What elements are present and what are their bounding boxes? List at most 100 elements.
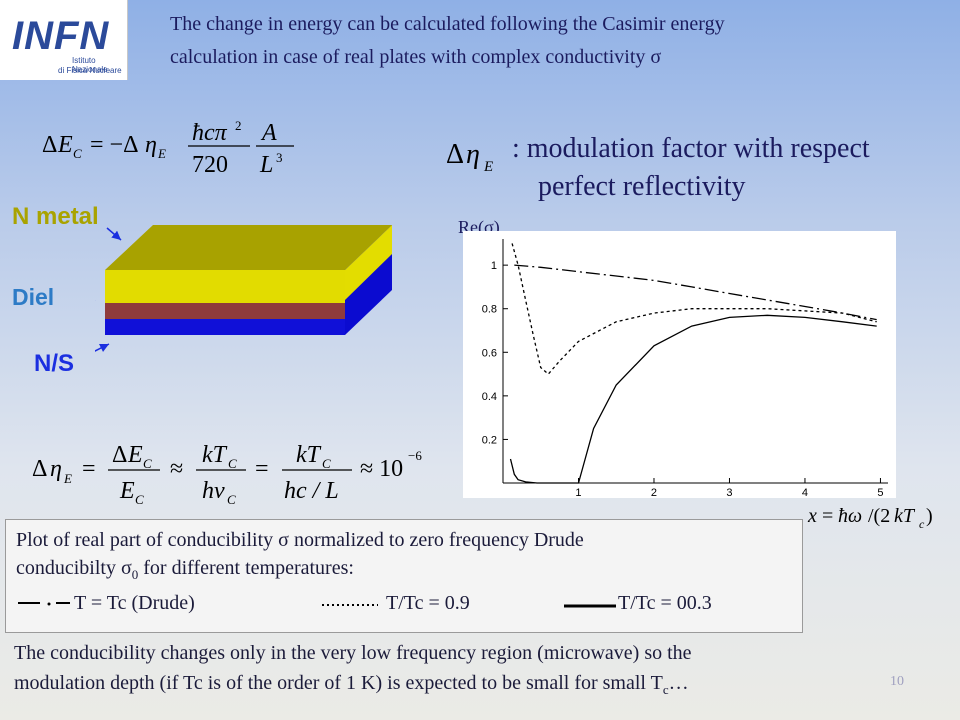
svg-text:ħω: ħω xyxy=(838,505,862,527)
y-tick-label: 0.8 xyxy=(482,304,497,316)
legend-swatch-0-3 xyxy=(564,604,616,608)
svg-text:C: C xyxy=(322,456,331,471)
svg-text:E: E xyxy=(63,471,72,486)
svg-text:=: = xyxy=(82,456,96,482)
svg-text:−6: −6 xyxy=(408,448,422,463)
series-line xyxy=(509,314,877,484)
caption-line2-tail: for different temperatures: xyxy=(138,557,354,579)
logo-line2: di Fisica Nucleare xyxy=(58,66,122,75)
svg-text:ħcπ: ħcπ xyxy=(192,120,228,146)
y-tick-label: 0.6 xyxy=(482,347,497,359)
caption-line2-text: conducibilty σ xyxy=(16,557,132,579)
series-line xyxy=(514,264,877,321)
svg-text:= −Δ: = −Δ xyxy=(90,132,139,158)
y-tick-label: 0.2 xyxy=(482,434,497,446)
arrow-n-metal xyxy=(106,227,122,241)
y-tick-label: 1 xyxy=(491,260,497,272)
series-line xyxy=(511,243,877,376)
conductivity-chart: 0.2 0.4 0.6 0.8 1 1 2 3 4 5 xyxy=(482,239,888,499)
page-number: 10 xyxy=(890,674,904,689)
svg-text:kT: kT xyxy=(296,442,322,468)
x-tick-label: 2 xyxy=(651,487,657,498)
label-diel: Diel xyxy=(12,284,55,310)
svg-text:A: A xyxy=(260,120,277,146)
svg-text:Δ: Δ xyxy=(32,456,47,482)
conclusion-line2-text: modulation depth (if Tc is of the order … xyxy=(14,672,663,694)
svg-text:Δ: Δ xyxy=(42,132,57,158)
x-tick-label: 4 xyxy=(802,487,808,498)
svg-text:/(2: /(2 xyxy=(868,505,890,527)
legend-swatch-0-9 xyxy=(322,604,378,606)
caption-line2: conducibilty σ0 for different temperatur… xyxy=(16,554,792,589)
svg-text:C: C xyxy=(228,456,237,471)
svg-text:≈ 10: ≈ 10 xyxy=(360,456,403,482)
logo-line1: Istituto Nazionale xyxy=(72,56,108,74)
caption-sigma0-subscript: 0 xyxy=(131,567,139,582)
conclusion-tc-subscript: c xyxy=(662,682,669,697)
intro-line1: The change in energy can be calculated f… xyxy=(170,13,725,35)
top-face xyxy=(105,225,392,270)
conclusion-line1: The conducibility changes only in the ve… xyxy=(14,642,692,664)
x-tick-label: 1 xyxy=(575,487,581,498)
conclusion-ellipsis: … xyxy=(668,672,689,694)
svg-text:≈: ≈ xyxy=(170,456,183,482)
svg-text:η: η xyxy=(466,139,480,170)
svg-text:kT: kT xyxy=(894,505,916,527)
conclusion-line2: modulation depth (if Tc is of the order … xyxy=(14,668,954,705)
svg-text:L: L xyxy=(259,152,273,178)
legend-label-0-9: T/Tc = 0.9 xyxy=(386,592,470,614)
intro-text: The change in energy can be calculated f… xyxy=(170,8,940,74)
svg-text:kT: kT xyxy=(202,442,228,468)
arrow-ns xyxy=(95,343,110,353)
svg-text:C: C xyxy=(227,492,236,507)
caption-line1: Plot of real part of conducibility σ nor… xyxy=(16,529,584,551)
front-layer-metal xyxy=(105,270,345,303)
front-layer-ns xyxy=(105,319,345,335)
svg-text:E: E xyxy=(483,159,493,175)
svg-text:Δ: Δ xyxy=(446,139,464,170)
svg-text:x: x xyxy=(807,505,817,527)
label-ns: N/S xyxy=(34,350,75,377)
svg-text:E: E xyxy=(57,132,73,158)
energy-change-formula: Δ E C = −Δ η E ħcπ 2 720 A L 3 xyxy=(42,118,294,178)
svg-text:C: C xyxy=(73,146,82,161)
modulation-description: : modulation factor with respect perfect… xyxy=(512,130,870,206)
x-tick-label: 3 xyxy=(726,487,732,498)
svg-text:E: E xyxy=(127,442,143,468)
front-layer-diel xyxy=(105,303,345,319)
svg-text:=: = xyxy=(255,456,269,482)
infn-logo: INFN Istituto Nazionale di Fisica Nuclea… xyxy=(0,0,128,80)
svg-text:c: c xyxy=(919,517,925,531)
chart-xlabel: x = ħω /(2 kT c ) xyxy=(807,505,933,531)
conclusion-text: The conducibility changes only in the ve… xyxy=(14,638,954,705)
svg-text:E: E xyxy=(157,146,166,161)
svg-text:η: η xyxy=(145,132,157,158)
label-n-metal: N metal xyxy=(12,203,99,230)
svg-text:hc / L: hc / L xyxy=(284,478,339,504)
legend-label-0-3: T/Tc = 00.3 xyxy=(618,592,712,614)
intro-line2: calculation in case of real plates with … xyxy=(170,46,662,68)
svg-text:C: C xyxy=(135,492,144,507)
svg-text:3: 3 xyxy=(276,150,283,165)
svg-text:720: 720 xyxy=(192,152,228,178)
side-face-yellow xyxy=(345,225,392,300)
svg-text:): ) xyxy=(926,505,933,527)
delta-eta-symbol: Δ η E xyxy=(446,139,493,175)
logo-mark: INFN xyxy=(12,14,110,58)
svg-text:C: C xyxy=(143,456,152,471)
y-tick-label: 0.4 xyxy=(482,391,497,403)
modulation-estimate-formula: Δ η E = Δ E C E C ≈ kT C hν C = kT C hc … xyxy=(32,442,422,507)
svg-text:E: E xyxy=(119,478,135,504)
legend-swatch-drude xyxy=(18,602,70,606)
svg-text:=: = xyxy=(822,505,833,527)
legend-row: T = Tc (Drude) T/Tc = 0.9 T/Tc = 00.3 xyxy=(16,589,792,617)
legend-label-drude: T = Tc (Drude) xyxy=(74,592,195,614)
x-tick-label: 5 xyxy=(877,487,883,498)
svg-text:η: η xyxy=(50,456,62,482)
chart-panel: 0.2 0.4 0.6 0.8 1 1 2 3 4 5 xyxy=(463,231,896,499)
layered-plates-illustration xyxy=(95,225,392,353)
svg-text:Δ: Δ xyxy=(112,442,127,468)
svg-text:2: 2 xyxy=(235,118,242,133)
svg-text:hν: hν xyxy=(202,478,225,504)
modulation-line2: perfect reflectivity xyxy=(538,171,746,202)
